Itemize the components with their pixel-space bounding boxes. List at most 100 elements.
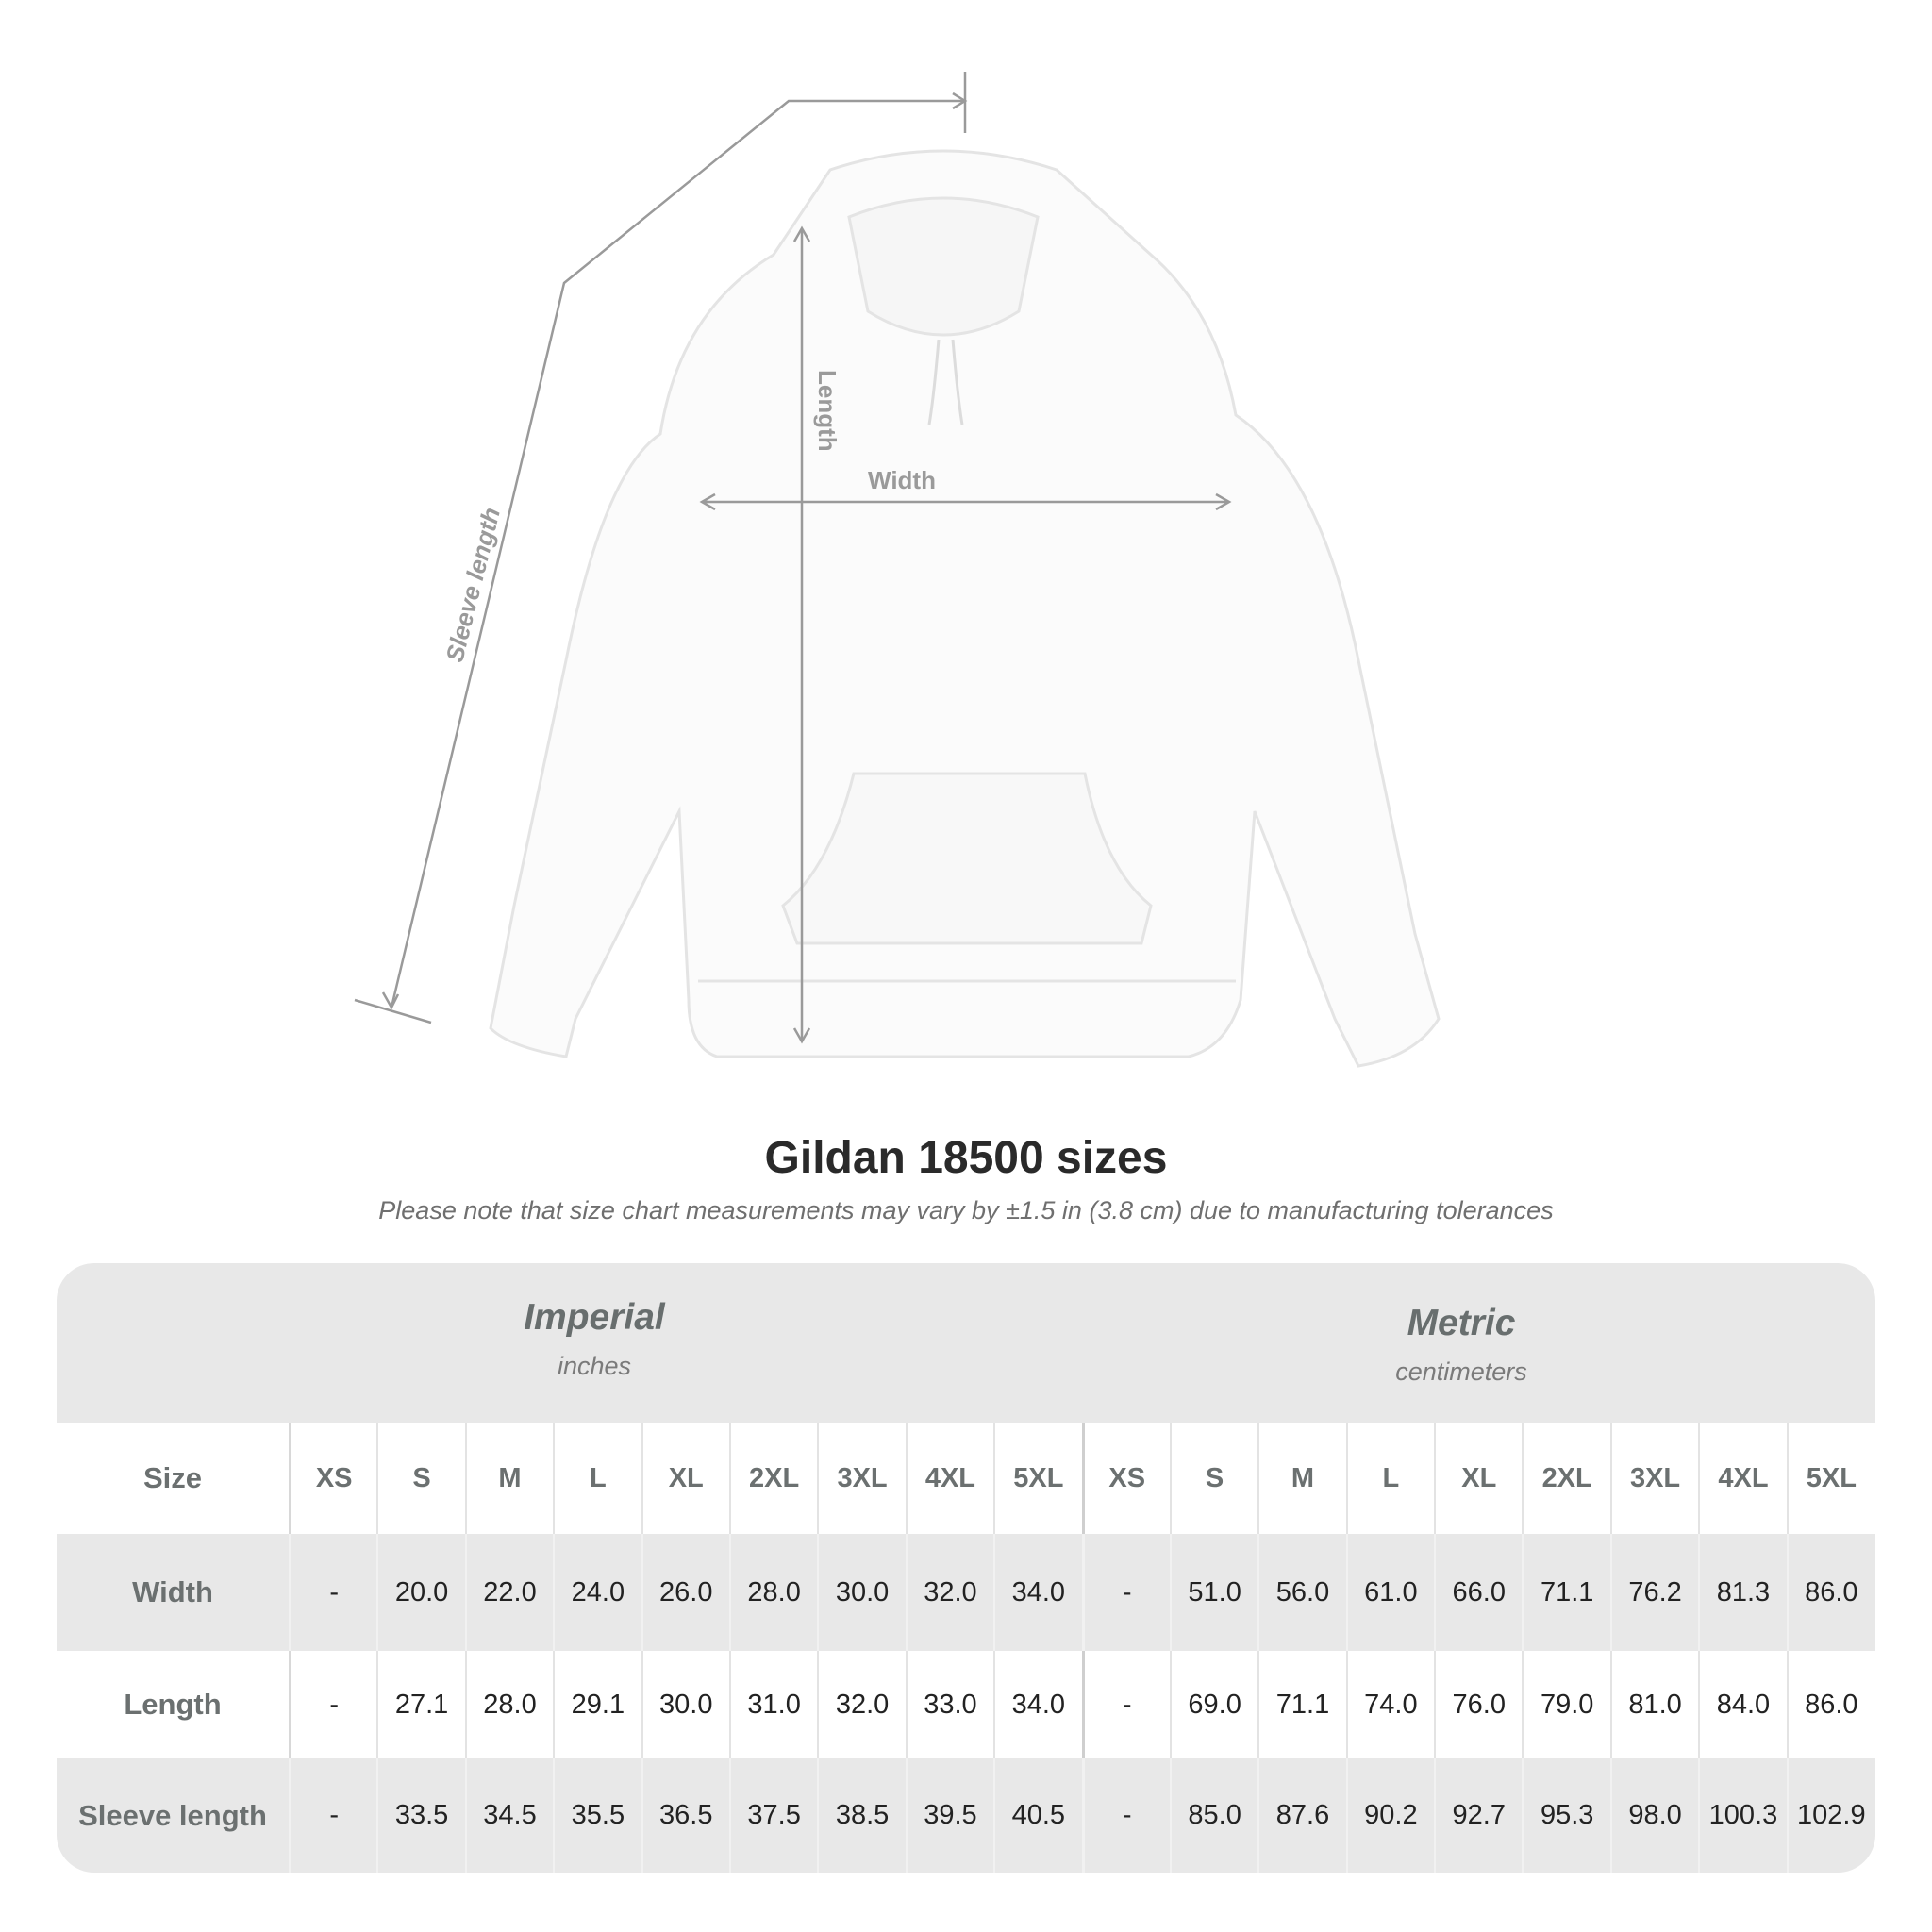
- size-imperial-s: S: [376, 1423, 464, 1534]
- cell-imperial: 40.5: [993, 1758, 1081, 1873]
- table-row: Length -27.1 28.0 29.1 30.0 31.0 32.0 33.0 34.0-…: [57, 1651, 1875, 1758]
- cell-metric: 84.0: [1698, 1651, 1786, 1758]
- cell-imperial: 28.0: [464, 1651, 553, 1758]
- cell-imperial: 38.5: [817, 1758, 905, 1873]
- measurement-lines: [354, 72, 1232, 1044]
- cell-imperial: -: [289, 1534, 376, 1651]
- size-imperial-3xl: 3XL: [817, 1423, 905, 1534]
- metric-unit: centimeters: [1395, 1357, 1527, 1386]
- size-imperial-2xl: 2XL: [728, 1423, 817, 1534]
- sleeve-length-line: [390, 99, 965, 1008]
- cell-imperial: 36.5: [641, 1758, 729, 1873]
- cell-metric: 74.0: [1345, 1651, 1434, 1758]
- size-metric-l: L: [1345, 1423, 1434, 1534]
- cell-imperial: 30.0: [641, 1651, 729, 1758]
- size-metric-xl: XL: [1434, 1423, 1522, 1534]
- cell-metric: 76.0: [1434, 1651, 1522, 1758]
- cell-imperial: 33.0: [905, 1651, 993, 1758]
- row-label-length: Length: [124, 1688, 222, 1721]
- cell-metric: 76.2: [1609, 1534, 1698, 1651]
- size-header-row: Size XS S M L XL 2XL 3XL 4XL 5XL XS S M L XL 2XL 3XL 4XL 5…: [57, 1423, 1875, 1534]
- cell-imperial: 31.0: [728, 1651, 817, 1758]
- row-label-width: Width: [132, 1575, 213, 1608]
- sleeve-bottom-tick: [354, 998, 432, 1024]
- cell-metric: 81.0: [1609, 1651, 1698, 1758]
- cell-metric: 92.7: [1434, 1758, 1522, 1873]
- cell-imperial: 22.0: [464, 1534, 553, 1651]
- size-metric-xs: XS: [1081, 1423, 1170, 1534]
- size-table: Imperial inches Metric centimeters Size X…: [57, 1263, 1875, 1873]
- size-imperial-m: M: [464, 1423, 553, 1534]
- cell-imperial: -: [289, 1758, 376, 1873]
- cell-metric: 102.9: [1786, 1758, 1874, 1873]
- cell-imperial: 35.5: [553, 1758, 641, 1873]
- size-imperial-l: L: [553, 1423, 641, 1534]
- width-label: Width: [868, 466, 936, 494]
- size-imperial-4xl: 4XL: [905, 1423, 993, 1534]
- tolerance-note: Please note that size chart measurements…: [378, 1196, 1554, 1224]
- cell-imperial: 33.5: [376, 1758, 464, 1873]
- cell-metric: 86.0: [1786, 1534, 1874, 1651]
- size-metric-3xl: 3XL: [1609, 1423, 1698, 1534]
- cell-metric: 79.0: [1522, 1651, 1609, 1758]
- cell-metric: -: [1081, 1758, 1170, 1873]
- arrow-icon: [381, 991, 400, 1010]
- imperial-header: Imperial inches: [311, 1297, 877, 1381]
- size-metric-4xl: 4XL: [1698, 1423, 1786, 1534]
- cell-metric: 56.0: [1257, 1534, 1345, 1651]
- cell-imperial: 32.0: [817, 1651, 905, 1758]
- row-label-sleeve-length: Sleeve length: [78, 1798, 267, 1832]
- size-imperial-xs: XS: [289, 1423, 376, 1534]
- size-metric-s: S: [1169, 1423, 1257, 1534]
- length-label: Length: [813, 370, 841, 452]
- table-row: Width -20.0 22.0 24.0 26.0 28.0 30.0 32.0 34.0-5…: [57, 1534, 1875, 1651]
- cell-imperial: 34.0: [993, 1534, 1081, 1651]
- imperial-unit: inches: [557, 1352, 632, 1380]
- arrow-icon: [792, 225, 811, 1044]
- cell-metric: 51.0: [1169, 1534, 1257, 1651]
- cell-imperial: 32.0: [905, 1534, 993, 1651]
- cell-imperial: 37.5: [728, 1758, 817, 1873]
- cell-imperial: 30.0: [817, 1534, 905, 1651]
- cell-metric: 100.3: [1698, 1758, 1786, 1873]
- cell-metric: 66.0: [1434, 1534, 1522, 1651]
- cell-metric: 71.1: [1257, 1651, 1345, 1758]
- cell-imperial: 24.0: [553, 1534, 641, 1651]
- cell-metric: 95.3: [1522, 1758, 1609, 1873]
- size-metric-5xl: 5XL: [1786, 1423, 1874, 1534]
- cell-imperial: 27.1: [376, 1651, 464, 1758]
- page-title: Gildan 18500 sizes: [764, 1133, 1168, 1183]
- cell-metric: 61.0: [1345, 1534, 1434, 1651]
- row-label-size: Size: [142, 1461, 203, 1494]
- metric-title: Metric: [1407, 1303, 1516, 1343]
- cell-imperial: 34.5: [464, 1758, 553, 1873]
- cell-metric: 69.0: [1169, 1651, 1257, 1758]
- cell-metric: 81.3: [1698, 1534, 1786, 1651]
- cell-metric: 85.0: [1169, 1758, 1257, 1873]
- size-imperial-5xl: 5XL: [993, 1423, 1081, 1534]
- unit-header: Imperial inches Metric centimeters: [57, 1263, 1875, 1423]
- arrow-icon: [699, 492, 1232, 511]
- cell-imperial: -: [289, 1651, 376, 1758]
- arrow-icon: [952, 92, 968, 110]
- cell-imperial: 29.1: [553, 1651, 641, 1758]
- cell-imperial: 28.0: [728, 1534, 817, 1651]
- cell-metric: -: [1081, 1651, 1170, 1758]
- cell-imperial: 26.0: [641, 1534, 729, 1651]
- metric-header: Metric centimeters: [1178, 1303, 1744, 1387]
- hoodie-diagram: Length Width Sleeve length: [354, 72, 1441, 1068]
- cell-imperial: 34.0: [993, 1651, 1081, 1758]
- cell-metric: 71.1: [1522, 1534, 1609, 1651]
- cell-metric: 87.6: [1257, 1758, 1345, 1873]
- hoodie-illustration: [489, 149, 1441, 1068]
- size-imperial-xl: XL: [641, 1423, 729, 1534]
- cell-metric: 98.0: [1609, 1758, 1698, 1873]
- cell-metric: -: [1081, 1534, 1170, 1651]
- size-metric-m: M: [1257, 1423, 1345, 1534]
- cell-metric: 86.0: [1786, 1651, 1874, 1758]
- size-metric-2xl: 2XL: [1522, 1423, 1609, 1534]
- cell-metric: 90.2: [1345, 1758, 1434, 1873]
- imperial-title: Imperial: [524, 1297, 665, 1338]
- sleeve-length-label: Sleeve length: [440, 505, 506, 665]
- cell-imperial: 20.0: [376, 1534, 464, 1651]
